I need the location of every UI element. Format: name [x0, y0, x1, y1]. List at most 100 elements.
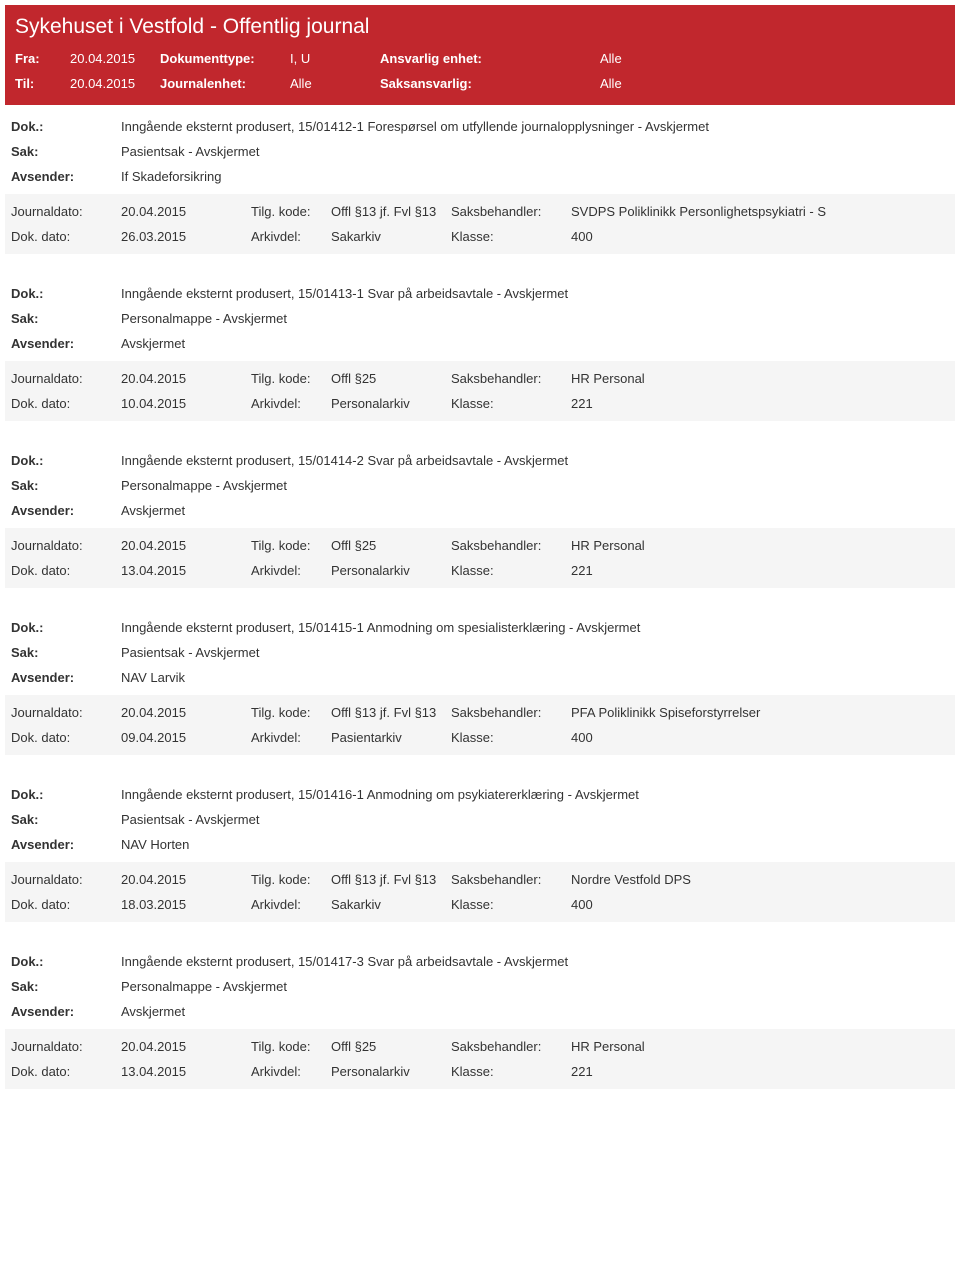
arkivdel-label: Arkivdel:: [251, 730, 331, 745]
avsender-value: If Skadeforsikring: [121, 169, 949, 184]
avsender-value: NAV Horten: [121, 837, 949, 852]
tilgkode-value: Offl §25: [331, 1039, 451, 1054]
klasse-value: 221: [571, 563, 949, 578]
sak-label: Sak:: [11, 979, 121, 994]
sak-value: Personalmappe - Avskjermet: [121, 478, 949, 493]
journaldato-label: Journaldato:: [11, 872, 121, 887]
dok-value: Inngående eksternt produsert, 15/01412-1…: [121, 119, 949, 134]
dok-label: Dok.:: [11, 954, 121, 969]
arkivdel-value: Pasientarkiv: [331, 730, 451, 745]
arkivdel-value: Sakarkiv: [331, 897, 451, 912]
dokdato-value: 13.04.2015: [121, 563, 251, 578]
arkivdel-value: Personalarkiv: [331, 396, 451, 411]
header-bar: Sykehuset i Vestfold - Offentlig journal…: [5, 5, 955, 105]
sak-label: Sak:: [11, 478, 121, 493]
saksansvarlig-label: Saksansvarlig:: [380, 76, 600, 91]
tilgkode-value: Offl §13 jf. Fvl §13: [331, 204, 451, 219]
klasse-label: Klasse:: [451, 730, 571, 745]
avsender-label: Avsender:: [11, 670, 121, 685]
entry-meta: Journaldato:20.04.2015Tilg. kode:Offl §2…: [5, 361, 955, 421]
dok-label: Dok.:: [11, 286, 121, 301]
saksbehandler-value: SVDPS Poliklinikk Personlighetspsykiatri…: [571, 204, 949, 219]
dok-value: Inngående eksternt produsert, 15/01415-1…: [121, 620, 949, 635]
sak-value: Personalmappe - Avskjermet: [121, 979, 949, 994]
saksbehandler-value: HR Personal: [571, 371, 949, 386]
sak-value: Personalmappe - Avskjermet: [121, 311, 949, 326]
dokdato-value: 09.04.2015: [121, 730, 251, 745]
avsender-label: Avsender:: [11, 336, 121, 351]
arkivdel-label: Arkivdel:: [251, 396, 331, 411]
klasse-label: Klasse:: [451, 563, 571, 578]
saksansvarlig-value: Alle: [600, 76, 700, 91]
avsender-value: Avskjermet: [121, 336, 949, 351]
entry-top: Dok.:Inngående eksternt produsert, 15/01…: [5, 115, 955, 194]
klasse-value: 221: [571, 396, 949, 411]
ansvarlig-label: Ansvarlig enhet:: [380, 51, 600, 66]
arkivdel-label: Arkivdel:: [251, 563, 331, 578]
dokumenttype-value: I, U: [290, 51, 380, 66]
tilgkode-value: Offl §13 jf. Fvl §13: [331, 872, 451, 887]
avsender-label: Avsender:: [11, 837, 121, 852]
dokdato-label: Dok. dato:: [11, 563, 121, 578]
tilgkode-label: Tilg. kode:: [251, 371, 331, 386]
klasse-value: 400: [571, 897, 949, 912]
dok-label: Dok.:: [11, 787, 121, 802]
dok-value: Inngående eksternt produsert, 15/01417-3…: [121, 954, 949, 969]
saksbehandler-label: Saksbehandler:: [451, 204, 571, 219]
dokdato-value: 10.04.2015: [121, 396, 251, 411]
klasse-value: 221: [571, 1064, 949, 1079]
entry-top: Dok.:Inngående eksternt produsert, 15/01…: [5, 616, 955, 695]
journaldato-label: Journaldato:: [11, 705, 121, 720]
dokdato-label: Dok. dato:: [11, 1064, 121, 1079]
journaldato-value: 20.04.2015: [121, 1039, 251, 1054]
klasse-label: Klasse:: [451, 1064, 571, 1079]
saksbehandler-label: Saksbehandler:: [451, 872, 571, 887]
journal-entry: Dok.:Inngående eksternt produsert, 15/01…: [5, 449, 955, 588]
arkivdel-label: Arkivdel:: [251, 229, 331, 244]
klasse-label: Klasse:: [451, 396, 571, 411]
saksbehandler-label: Saksbehandler:: [451, 1039, 571, 1054]
dokdato-value: 13.04.2015: [121, 1064, 251, 1079]
dokdato-label: Dok. dato:: [11, 730, 121, 745]
avsender-label: Avsender:: [11, 1004, 121, 1019]
sak-value: Pasientsak - Avskjermet: [121, 144, 949, 159]
journaldato-label: Journaldato:: [11, 371, 121, 386]
dok-value: Inngående eksternt produsert, 15/01414-2…: [121, 453, 949, 468]
journaldato-label: Journaldato:: [11, 538, 121, 553]
journal-entry: Dok.:Inngående eksternt produsert, 15/01…: [5, 115, 955, 254]
saksbehandler-label: Saksbehandler:: [451, 371, 571, 386]
saksbehandler-value: HR Personal: [571, 1039, 949, 1054]
dok-label: Dok.:: [11, 453, 121, 468]
entry-top: Dok.:Inngående eksternt produsert, 15/01…: [5, 783, 955, 862]
arkivdel-value: Sakarkiv: [331, 229, 451, 244]
arkivdel-value: Personalarkiv: [331, 563, 451, 578]
tilgkode-label: Tilg. kode:: [251, 872, 331, 887]
sak-label: Sak:: [11, 645, 121, 660]
sak-value: Pasientsak - Avskjermet: [121, 812, 949, 827]
tilgkode-value: Offl §25: [331, 371, 451, 386]
journaldato-value: 20.04.2015: [121, 204, 251, 219]
sak-label: Sak:: [11, 311, 121, 326]
journal-entry: Dok.:Inngående eksternt produsert, 15/01…: [5, 282, 955, 421]
dokumenttype-label: Dokumenttype:: [160, 51, 290, 66]
saksbehandler-value: PFA Poliklinikk Spiseforstyrrelser: [571, 705, 949, 720]
klasse-label: Klasse:: [451, 897, 571, 912]
journalenhet-label: Journalenhet:: [160, 76, 290, 91]
tilgkode-label: Tilg. kode:: [251, 1039, 331, 1054]
klasse-value: 400: [571, 229, 949, 244]
journal-entry: Dok.:Inngående eksternt produsert, 15/01…: [5, 950, 955, 1089]
dok-label: Dok.:: [11, 119, 121, 134]
fra-value: 20.04.2015: [70, 51, 160, 66]
klasse-value: 400: [571, 730, 949, 745]
journaldato-label: Journaldato:: [11, 1039, 121, 1054]
entry-meta: Journaldato:20.04.2015Tilg. kode:Offl §1…: [5, 862, 955, 922]
tilgkode-label: Tilg. kode:: [251, 538, 331, 553]
arkivdel-value: Personalarkiv: [331, 1064, 451, 1079]
tilgkode-label: Tilg. kode:: [251, 705, 331, 720]
saksbehandler-value: Nordre Vestfold DPS: [571, 872, 949, 887]
journaldato-value: 20.04.2015: [121, 705, 251, 720]
ansvarlig-value: Alle: [600, 51, 700, 66]
saksbehandler-label: Saksbehandler:: [451, 705, 571, 720]
sak-value: Pasientsak - Avskjermet: [121, 645, 949, 660]
journaldato-value: 20.04.2015: [121, 371, 251, 386]
